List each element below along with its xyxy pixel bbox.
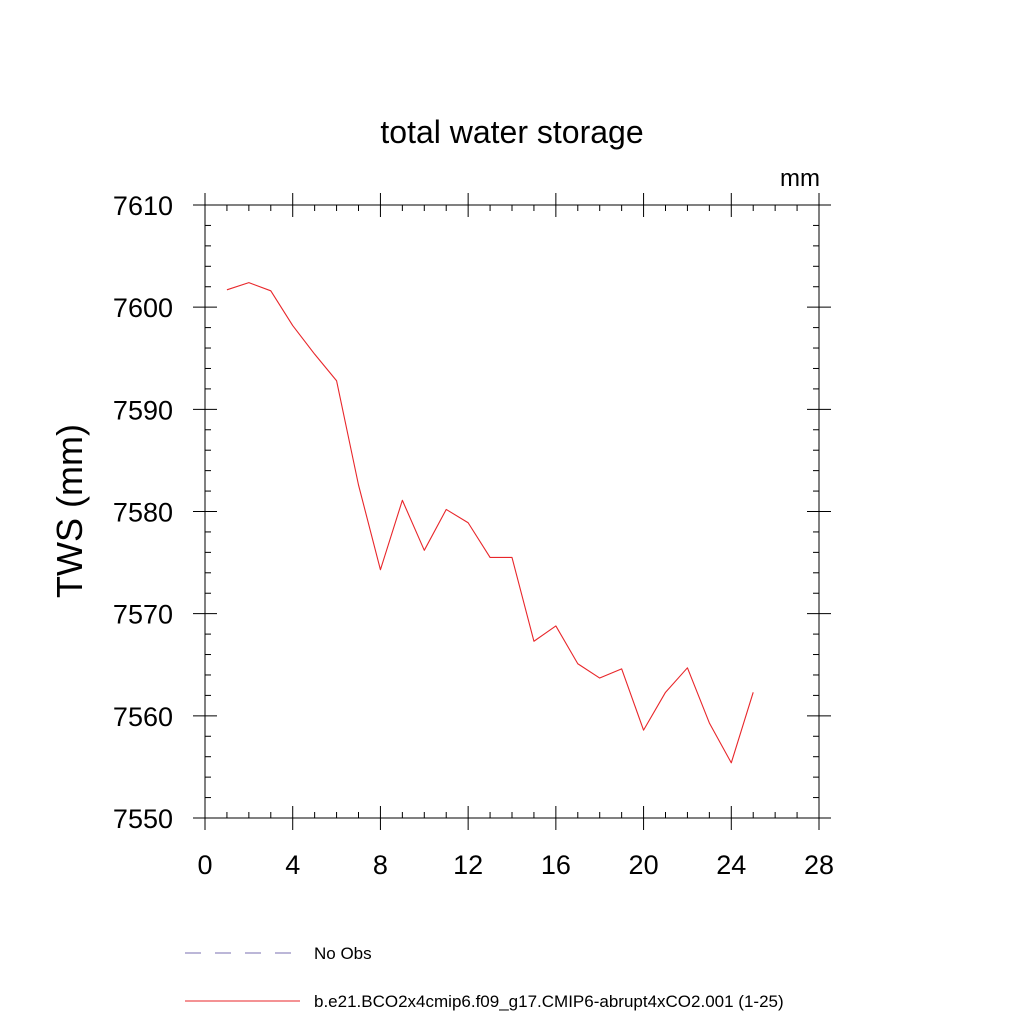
y-tick-label: 7550: [113, 804, 173, 834]
x-tick-label: 0: [197, 850, 212, 880]
y-tick-label: 7570: [113, 600, 173, 630]
plot-frame: [204, 204, 820, 819]
series-line-1: [226, 282, 754, 764]
chart-title: total water storage: [380, 114, 643, 150]
units-label: mm: [780, 165, 820, 192]
y-tick-label: 7610: [113, 191, 173, 221]
x-tick-label: 20: [629, 850, 659, 880]
axis-ticks: [193, 193, 831, 830]
x-tick-label: 12: [453, 850, 483, 880]
y-tick-label: 7600: [113, 293, 173, 323]
y-tick-label: 7590: [113, 395, 173, 425]
y-tick-label: 7560: [113, 702, 173, 732]
x-tick-labels: 0 4 8 12 16 20 24 28: [197, 850, 834, 880]
y-tick-labels: 7550 7560 7570 7580 7590 7600 7610: [113, 191, 173, 834]
legend: No Obs b.e21.BCO2x4cmip6.f09_g17.CMIP6-a…: [185, 944, 784, 1011]
y-tick-label: 7580: [113, 498, 173, 528]
x-tick-label: 8: [373, 850, 388, 880]
x-tick-label: 24: [716, 850, 746, 880]
x-tick-label: 4: [285, 850, 300, 880]
legend-label-no-obs: No Obs: [314, 944, 372, 963]
x-tick-label: 16: [541, 850, 571, 880]
y-axis-label: TWS (mm): [49, 424, 90, 598]
legend-label-model-run: b.e21.BCO2x4cmip6.f09_g17.CMIP6-abrupt4x…: [314, 992, 784, 1011]
x-tick-label: 28: [804, 850, 834, 880]
series-layer: [226, 282, 754, 764]
